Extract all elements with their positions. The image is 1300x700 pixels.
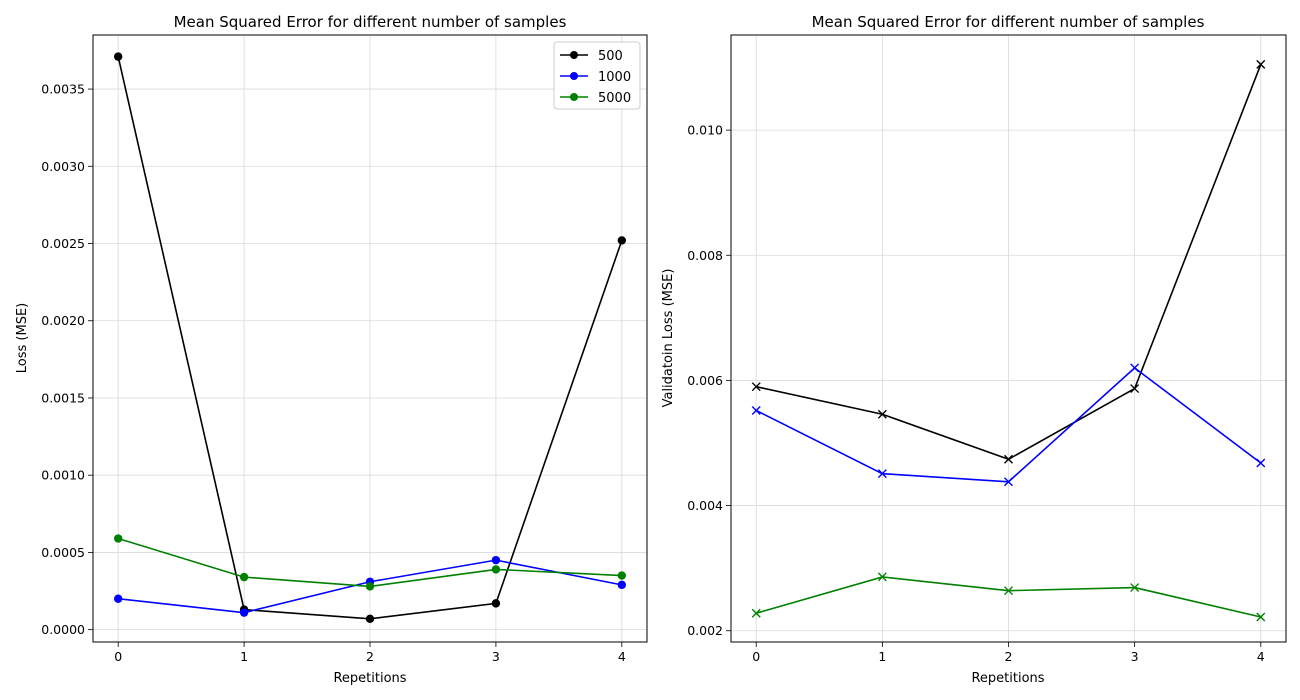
- x-tick-label: 0: [752, 649, 760, 664]
- data-point: [113, 594, 123, 603]
- chart-right-series: [751, 59, 1266, 622]
- x-tick-label: 3: [492, 649, 500, 664]
- legend-frame: [553, 41, 641, 110]
- y-tick-label: 0.006: [687, 373, 723, 388]
- y-tick-label: 0.004: [687, 498, 723, 513]
- x-tick-label: 0: [114, 649, 122, 664]
- chart-right-grid: [731, 35, 1286, 642]
- y-tick-label: 0.0035: [41, 82, 85, 97]
- chart-left: Mean Squared Error for different number …: [15, 13, 648, 686]
- y-tick-label: 0.0030: [41, 159, 85, 174]
- data-point: [239, 608, 249, 617]
- data-point: [365, 582, 375, 591]
- legend-label-500: 500: [598, 49, 623, 64]
- y-tick-label: 0.0010: [41, 468, 85, 483]
- x-tick-label: 4: [618, 649, 626, 664]
- chart-left-title: Mean Squared Error for different number …: [174, 13, 567, 31]
- data-point: [751, 382, 761, 392]
- x-tick-label: 2: [1005, 649, 1013, 664]
- chart-left-ylabel: Loss (MSE): [15, 303, 30, 373]
- y-tick-label: 0.010: [687, 123, 723, 138]
- x-tick-label: 3: [1131, 649, 1139, 664]
- data-point: [491, 599, 501, 608]
- chart-right-title: Mean Squared Error for different number …: [812, 13, 1205, 31]
- data-point: [751, 405, 761, 415]
- chart-left-series: [113, 52, 627, 624]
- x-tick-label: 1: [240, 649, 248, 664]
- legend-marker-500: [570, 51, 578, 59]
- data-point: [113, 52, 123, 61]
- data-point: [1256, 612, 1266, 622]
- data-point: [1004, 586, 1013, 596]
- data-point: [617, 571, 627, 580]
- x-tick-label: 2: [366, 649, 374, 664]
- data-point: [113, 534, 123, 543]
- data-point: [239, 572, 249, 582]
- legend-label-5000: 5000: [598, 91, 631, 106]
- legend-marker-5000: [570, 93, 578, 101]
- data-point: [1004, 454, 1013, 464]
- chart-right-ylabel: Validatoin Loss (MSE): [661, 269, 676, 408]
- data-point: [617, 580, 627, 590]
- x-tick-label: 4: [1257, 649, 1265, 664]
- data-point: [877, 409, 887, 419]
- y-tick-label: 0.002: [687, 623, 723, 638]
- chart-left-legend: 500 1000 5000: [553, 41, 641, 110]
- x-tick-label: 1: [878, 649, 886, 664]
- y-tick-label: 0.0020: [41, 313, 85, 328]
- y-tick-label: 0.0005: [41, 545, 85, 560]
- data-point: [617, 236, 627, 245]
- data-point: [1130, 363, 1140, 373]
- chart-left-ticks: 0 1 2 3 4 0.0000 0.0005 0.0010 0.0015 0.0020 0.002…: [41, 82, 626, 664]
- data-point: [1130, 583, 1140, 593]
- chart-right: Mean Squared Error for different number …: [661, 13, 1287, 686]
- data-point: [1256, 458, 1266, 468]
- data-point: [877, 469, 887, 479]
- data-point: [1256, 59, 1266, 69]
- chart-left-xlabel: Repetitions: [333, 671, 406, 686]
- data-point: [1004, 477, 1013, 487]
- y-tick-label: 0.0015: [41, 390, 85, 405]
- data-point: [1130, 384, 1140, 394]
- data-point: [491, 565, 501, 574]
- legend-label-1000: 1000: [598, 70, 631, 85]
- y-tick-label: 0.008: [687, 248, 723, 263]
- chart-right-xlabel: Repetitions: [971, 671, 1044, 686]
- y-tick-label: 0.0025: [41, 236, 85, 251]
- data-point: [365, 614, 375, 624]
- data-point: [877, 572, 887, 582]
- chart-right-ticks: 0 1 2 3 4 0.002 0.004 0.006 0.008 0.010: [687, 123, 1265, 664]
- data-point: [751, 608, 761, 618]
- legend-marker-1000: [570, 72, 578, 80]
- chart-left-grid: [93, 35, 647, 642]
- y-tick-label: 0.0000: [41, 622, 85, 637]
- data-point: [491, 555, 501, 565]
